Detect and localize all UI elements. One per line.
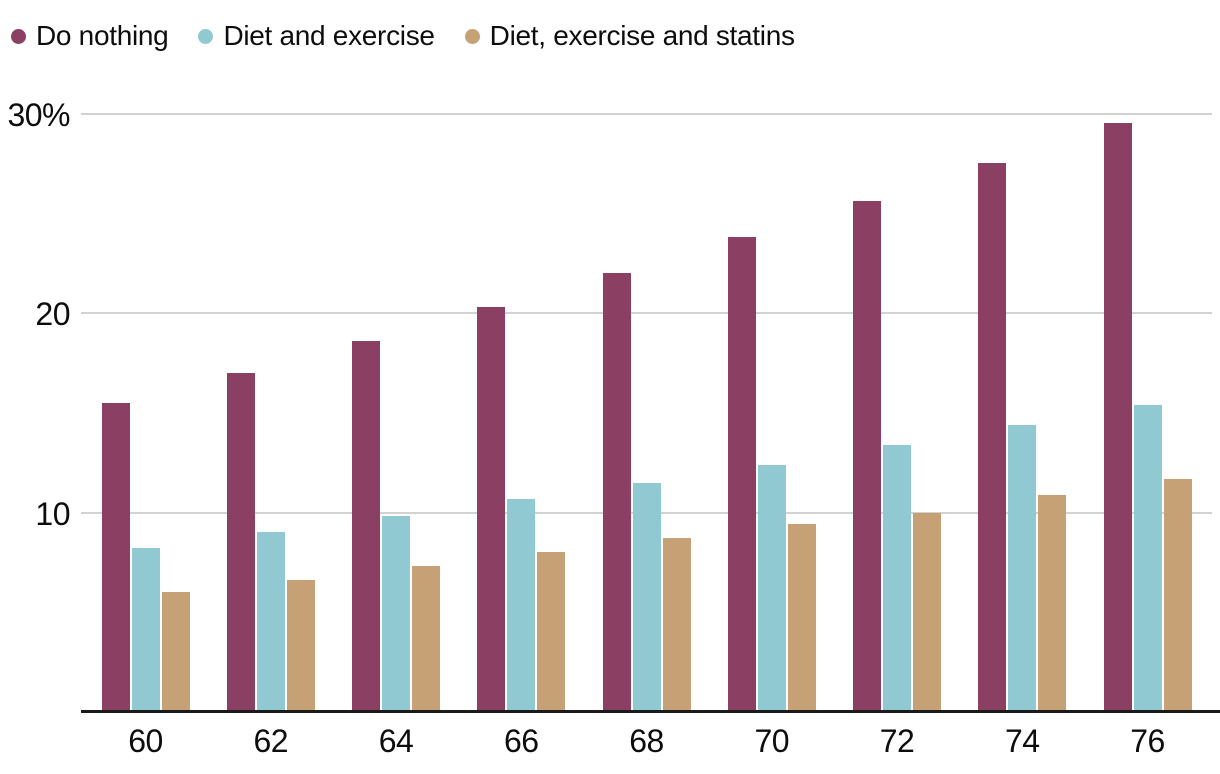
bar-68-series-2	[662, 538, 691, 712]
y-axis-tick-label-10: 10	[35, 495, 70, 532]
bar-60-series-1	[131, 548, 160, 712]
x-axis-tick-label-76: 76	[1130, 723, 1165, 759]
x-axis-tick-label-68: 68	[629, 723, 664, 759]
bar-70-series-2	[787, 524, 816, 712]
bar-62-series-2	[286, 580, 315, 712]
x-axis-tick-label-60: 60	[128, 723, 163, 759]
x-axis-tick-label-70: 70	[754, 723, 790, 759]
bar-70-series-0	[727, 237, 756, 712]
bar-64-series-0	[352, 340, 380, 712]
bar-62-series-0	[226, 372, 255, 712]
y-axis-tick-label-20: 20	[35, 296, 70, 332]
bar-66-series-0	[477, 307, 506, 712]
x-axis-tick-label-66: 66	[503, 723, 539, 759]
bar-60-series-0	[101, 402, 130, 712]
bar-60-series-2	[161, 592, 190, 712]
bar-76-series-1	[1133, 404, 1162, 712]
bar-72-series-0	[853, 201, 881, 712]
bar-66-series-2	[537, 552, 566, 712]
bar-72-series-1	[883, 444, 911, 712]
y-axis-tick-label-30: 30%	[7, 96, 70, 133]
legend-label-diet-exercise-statins: Diet, exercise and statins	[489, 20, 795, 51]
legend-item-do-nothing: Do nothing	[11, 20, 169, 52]
bar-68-series-0	[602, 273, 631, 712]
bar-68-series-1	[632, 482, 661, 712]
legend-dot-do-nothing	[11, 28, 26, 44]
bar-74-series-2	[1038, 494, 1067, 712]
legend-item-diet-exercise: Diet and exercise	[198, 20, 435, 52]
legend-label-diet-exercise: Diet and exercise	[223, 20, 435, 51]
x-axis-tick-label-72: 72	[879, 723, 915, 759]
legend-item-diet-exercise-statins: Diet, exercise and statins	[464, 20, 795, 52]
bar-76-series-0	[1103, 123, 1132, 712]
bar-64-series-2	[412, 566, 440, 712]
legend-dot-diet-exercise-statins	[464, 28, 480, 44]
legend-label-do-nothing: Do nothing	[36, 20, 169, 51]
x-axis-tick-label-64: 64	[378, 723, 414, 759]
x-axis-tick-label-74: 74	[1004, 723, 1040, 759]
bar-64-series-1	[382, 516, 410, 712]
chart-legend: Do nothing Diet and exercise Diet, exerc…	[11, 20, 795, 52]
gridline-30	[81, 112, 1212, 115]
bar-62-series-1	[256, 532, 285, 712]
bar-74-series-1	[1008, 424, 1037, 712]
bar-76-series-2	[1163, 478, 1192, 712]
x-axis-tick-label-62: 62	[253, 723, 289, 759]
bar-66-series-1	[507, 498, 536, 712]
bar-70-series-1	[757, 464, 786, 712]
gridline-20	[81, 312, 1212, 314]
x-axis-line	[81, 710, 1220, 713]
bar-74-series-0	[978, 163, 1007, 712]
bar-72-series-2	[913, 512, 941, 712]
legend-dot-diet-exercise	[198, 28, 214, 44]
